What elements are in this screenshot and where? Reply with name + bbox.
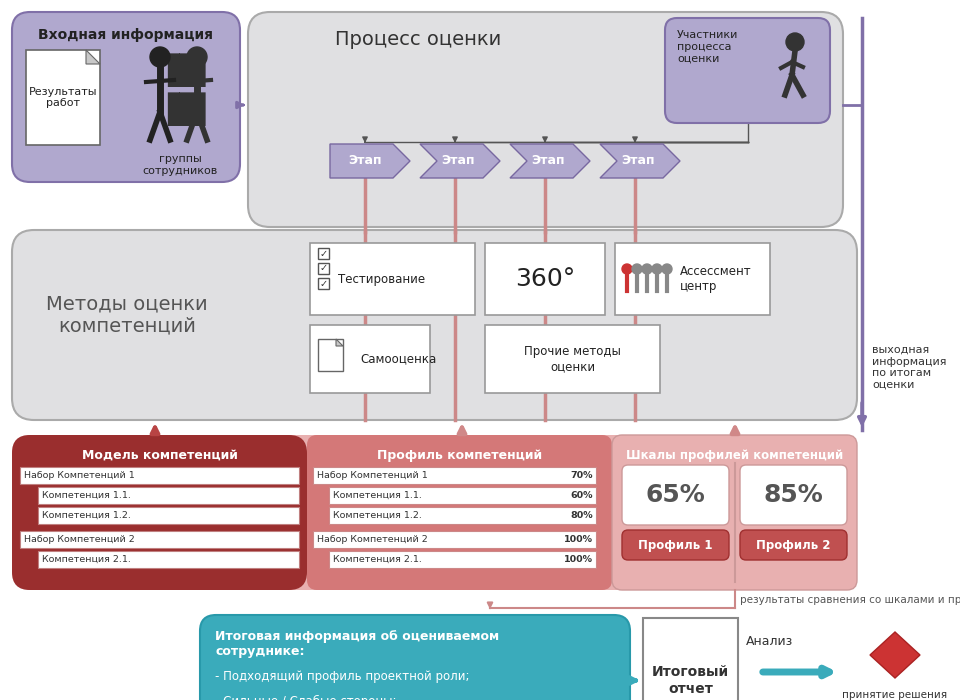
Text: ✓: ✓ — [320, 279, 327, 288]
Circle shape — [632, 264, 642, 274]
Text: Анализ: Анализ — [746, 635, 794, 648]
Text: Этап: Этап — [621, 155, 655, 167]
Bar — [38, 507, 299, 524]
Bar — [38, 487, 299, 504]
Text: 65%: 65% — [646, 483, 706, 507]
Text: 60%: 60% — [570, 491, 593, 500]
Bar — [485, 325, 660, 393]
Text: 100%: 100% — [564, 535, 593, 544]
Bar — [318, 263, 329, 274]
FancyBboxPatch shape — [12, 12, 240, 182]
Bar — [329, 487, 596, 504]
Bar — [643, 618, 738, 700]
Text: принятие решения
в отношении
оцениваемого: принятие решения в отношении оцениваемог… — [843, 690, 948, 700]
FancyBboxPatch shape — [622, 530, 729, 560]
Circle shape — [662, 264, 672, 274]
Polygon shape — [510, 144, 590, 178]
Bar — [26, 50, 100, 145]
Bar — [20, 467, 299, 484]
Text: Методы оценки
компетенций: Методы оценки компетенций — [46, 295, 207, 335]
Circle shape — [622, 264, 632, 274]
FancyBboxPatch shape — [307, 435, 612, 590]
Text: Профиль компетенций: Профиль компетенций — [377, 449, 542, 462]
Text: ▐█
▐█: ▐█ ▐█ — [155, 54, 205, 127]
Text: Результаты
работ: Результаты работ — [29, 87, 97, 108]
Polygon shape — [330, 144, 410, 178]
FancyBboxPatch shape — [612, 435, 857, 590]
FancyBboxPatch shape — [12, 435, 857, 590]
Circle shape — [150, 47, 170, 67]
Text: Итоговая информация об оцениваемом
сотруднике:: Итоговая информация об оцениваемом сотру… — [215, 630, 499, 658]
Text: Компетенция 1.2.: Компетенция 1.2. — [42, 511, 131, 520]
Text: группы
сотрудников: группы сотрудников — [142, 154, 218, 176]
FancyBboxPatch shape — [740, 530, 847, 560]
Text: Профиль 2: Профиль 2 — [756, 538, 830, 552]
Text: Самооценка: Самооценка — [360, 353, 436, 365]
Text: Модель компетенций: Модель компетенций — [82, 449, 237, 462]
Bar — [313, 531, 596, 548]
Bar — [329, 551, 596, 568]
Text: - Сильные / Слабые стороны;: - Сильные / Слабые стороны; — [215, 695, 396, 700]
Text: Этап: Этап — [531, 155, 564, 167]
Bar — [329, 507, 596, 524]
Text: Участники
процесса
оценки: Участники процесса оценки — [677, 30, 738, 63]
FancyBboxPatch shape — [622, 465, 729, 525]
Bar — [38, 551, 299, 568]
FancyBboxPatch shape — [12, 230, 857, 420]
Polygon shape — [600, 144, 680, 178]
FancyBboxPatch shape — [665, 18, 830, 123]
Text: Ассессмент
центр: Ассессмент центр — [680, 265, 752, 293]
Text: выходная
информация
по итогам
оценки: выходная информация по итогам оценки — [872, 345, 947, 390]
Polygon shape — [336, 339, 343, 346]
Text: 360°: 360° — [515, 267, 575, 291]
Bar — [485, 243, 605, 315]
Text: Тестирование: Тестирование — [338, 272, 425, 286]
Text: Итоговый
отчет: Итоговый отчет — [652, 666, 729, 696]
Bar — [313, 467, 596, 484]
Text: - Подходящий профиль проектной роли;: - Подходящий профиль проектной роли; — [215, 670, 469, 683]
Text: Входная информация: Входная информация — [38, 28, 213, 42]
Circle shape — [786, 33, 804, 51]
FancyBboxPatch shape — [200, 615, 630, 700]
Text: Набор Компетенций 2: Набор Компетенций 2 — [24, 535, 134, 544]
Text: 85%: 85% — [763, 483, 824, 507]
Text: 80%: 80% — [570, 511, 593, 520]
Circle shape — [642, 264, 652, 274]
Text: 100%: 100% — [564, 555, 593, 564]
Text: Компетенция 1.1.: Компетенция 1.1. — [42, 491, 131, 500]
Text: Профиль 1: Профиль 1 — [638, 538, 712, 552]
FancyBboxPatch shape — [248, 12, 843, 227]
Text: ✓: ✓ — [320, 248, 327, 258]
Bar — [318, 248, 329, 259]
Text: Прочие методы
оценки: Прочие методы оценки — [524, 345, 621, 373]
Text: ✓: ✓ — [320, 263, 327, 274]
Bar — [615, 243, 770, 315]
Text: Компетенция 1.1.: Компетенция 1.1. — [333, 491, 421, 500]
Text: Набор Компетенций 1: Набор Компетенций 1 — [24, 471, 134, 480]
Circle shape — [652, 264, 662, 274]
Text: Шкалы профилей компетенций: Шкалы профилей компетенций — [626, 449, 843, 462]
Text: Этап: Этап — [442, 155, 475, 167]
Bar — [318, 339, 343, 371]
Text: Этап: Этап — [348, 155, 382, 167]
Polygon shape — [420, 144, 500, 178]
Bar — [310, 243, 475, 315]
Text: Набор Компетенций 2: Набор Компетенций 2 — [317, 535, 428, 544]
Bar — [20, 531, 299, 548]
Text: Набор Компетенций 1: Набор Компетенций 1 — [317, 471, 428, 480]
FancyBboxPatch shape — [12, 435, 307, 590]
Polygon shape — [870, 632, 920, 678]
Bar — [318, 278, 329, 289]
Bar — [310, 325, 430, 393]
Text: 70%: 70% — [570, 471, 593, 480]
FancyBboxPatch shape — [740, 465, 847, 525]
Text: Процесс оценки: Процесс оценки — [335, 30, 501, 49]
Text: Компетенция 2.1.: Компетенция 2.1. — [333, 555, 421, 564]
Polygon shape — [86, 50, 100, 64]
Text: результаты сравнения со шкалами и профилями: результаты сравнения со шкалами и профил… — [739, 595, 960, 605]
Text: Компетенция 1.2.: Компетенция 1.2. — [333, 511, 421, 520]
Circle shape — [187, 47, 207, 67]
Text: Компетенция 2.1.: Компетенция 2.1. — [42, 555, 131, 564]
